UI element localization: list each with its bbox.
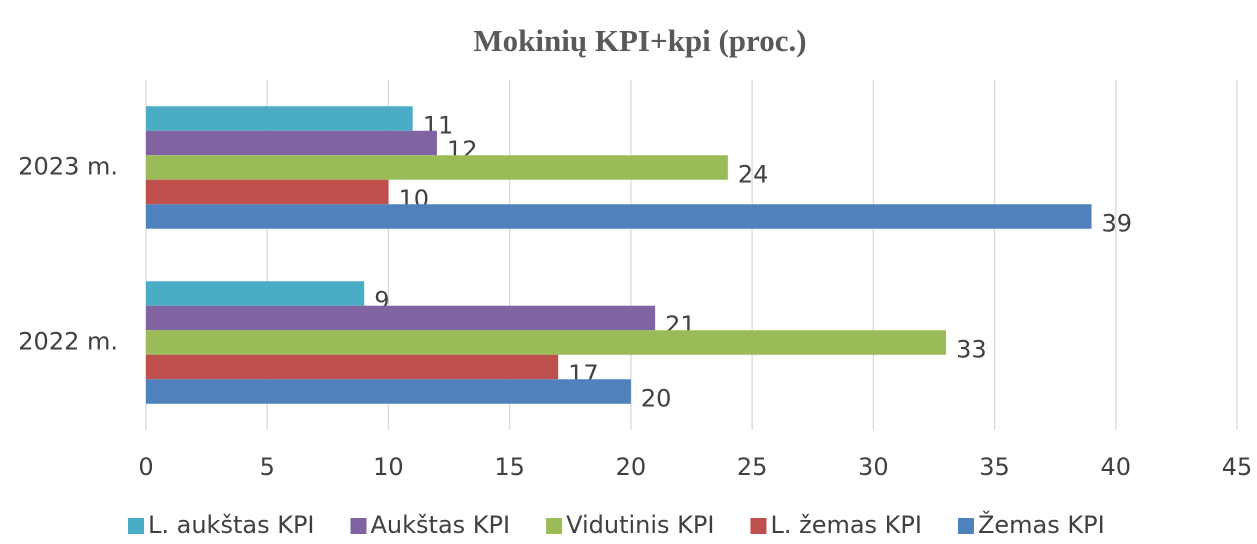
data-label: 20 bbox=[641, 385, 672, 413]
data-label: 33 bbox=[956, 336, 987, 364]
legend-label: Aukštas KPI bbox=[371, 511, 511, 539]
bar bbox=[146, 379, 631, 404]
legend-label: Žemas KPI bbox=[978, 510, 1105, 539]
legend-swatch bbox=[957, 518, 974, 534]
x-tick-label: 40 bbox=[1101, 453, 1132, 481]
bar bbox=[146, 130, 437, 156]
x-tick-label: 15 bbox=[494, 453, 525, 481]
y-tick-label: 2022 m. bbox=[18, 328, 118, 356]
x-tick-label: 10 bbox=[373, 453, 404, 481]
legend-label: L. žemas KPI bbox=[770, 511, 922, 539]
x-tick-label: 45 bbox=[1222, 453, 1253, 481]
legend-swatch bbox=[128, 518, 144, 534]
chart-title: Mokinių KPI+kpi (proc.) bbox=[473, 23, 806, 58]
x-tick-label: 5 bbox=[260, 453, 275, 481]
data-label: 39 bbox=[1102, 210, 1133, 238]
bar bbox=[146, 155, 728, 180]
bar bbox=[146, 204, 1092, 229]
x-tick-label: 25 bbox=[737, 453, 768, 481]
legend-label: L. aukštas KPI bbox=[148, 511, 315, 539]
legend-swatch bbox=[546, 518, 563, 534]
x-tick-label: 30 bbox=[858, 453, 889, 481]
bar bbox=[146, 106, 413, 131]
legend-swatch bbox=[350, 518, 367, 534]
x-tick-label: 20 bbox=[616, 453, 647, 481]
bar bbox=[146, 281, 365, 306]
x-tick-label: 0 bbox=[138, 453, 153, 481]
bar bbox=[146, 305, 656, 331]
x-tick-label: 35 bbox=[979, 453, 1010, 481]
bar bbox=[146, 179, 389, 205]
y-tick-label: 2023 m. bbox=[18, 153, 118, 181]
data-label: 24 bbox=[738, 161, 769, 189]
bar bbox=[146, 330, 947, 355]
bar bbox=[146, 354, 559, 380]
legend-label: Vidutinis KPI bbox=[566, 511, 714, 539]
legend-swatch bbox=[750, 518, 767, 534]
